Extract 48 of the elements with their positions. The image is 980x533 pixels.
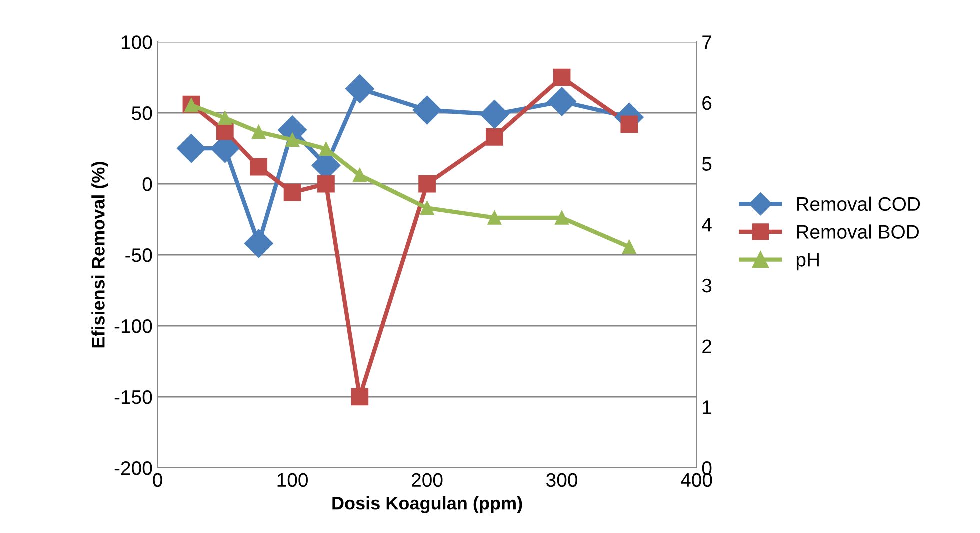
y-tick-label: -200 [114,461,152,476]
y-tick-label: 100 [122,36,152,50]
y2-tick-label: 2 [702,340,712,354]
legend-label: Removal BOD [797,224,920,239]
point [555,210,569,225]
point [486,128,504,146]
y2-tick-label: 6 [702,96,712,110]
y-tick-label: 50 [132,106,152,120]
y2-tick-label: 4 [702,218,712,232]
point [553,68,571,86]
point [318,175,335,193]
point [216,122,234,140]
point [620,116,638,134]
point [284,184,302,202]
y-tick-label: -150 [114,390,152,404]
point [480,100,510,129]
point [250,158,268,176]
legend-label: Removal COD [797,196,920,212]
y-tick-label: 0 [142,178,152,192]
point [352,168,367,182]
point [218,111,232,126]
point [351,388,369,406]
point [319,142,334,156]
y2-tick-label: 3 [702,278,712,293]
point [548,87,576,116]
point [418,175,436,193]
point [622,240,636,254]
y-tick-label: -100 [114,319,152,334]
x-tick-label: 200 [412,473,443,488]
y2-tick-label: 7 [702,36,712,50]
x-tick-label: 100 [278,473,308,488]
x-tick-label: 0 [153,473,162,488]
point [177,134,206,164]
point [286,133,300,147]
y2-tick-label: 1 [703,400,712,414]
point [252,125,266,140]
point [345,74,374,104]
x-axis-title: Dosis Koagulan (ppm) [332,496,522,514]
point [244,229,274,258]
point [488,210,502,225]
x-tick-label: 300 [546,473,578,488]
y-axis-title: Efisiensi Removal (%) [92,162,108,348]
point [420,201,434,216]
y-tick-label: -50 [126,248,152,262]
y2-tick-label: 5 [702,157,712,172]
legend-label: pH [796,253,819,271]
point [412,96,442,125]
x-tick-label: 400 [681,473,712,488]
